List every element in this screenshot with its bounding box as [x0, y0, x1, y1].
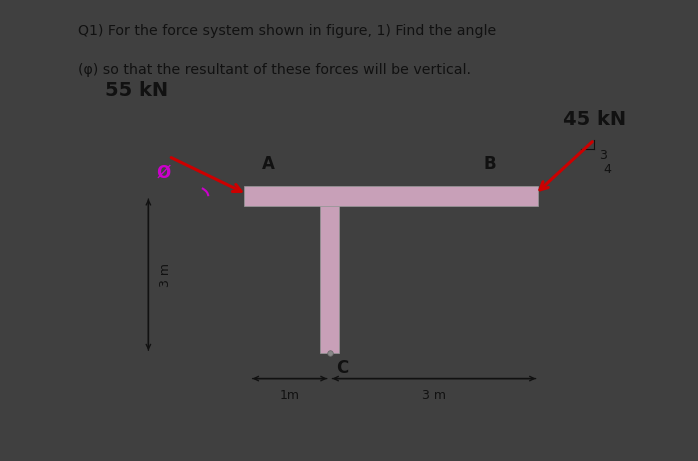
Text: C: C [336, 360, 348, 378]
Bar [244, 186, 538, 207]
Text: 3: 3 [600, 149, 607, 162]
Text: 45 kN: 45 kN [563, 110, 626, 129]
Text: 3 m: 3 m [422, 389, 446, 402]
Text: 1m: 1m [280, 389, 299, 402]
Text: A: A [262, 155, 275, 173]
Bar [320, 207, 339, 353]
Text: 3 m: 3 m [159, 263, 172, 287]
Text: 4: 4 [604, 163, 611, 176]
Text: Ø: Ø [156, 163, 171, 181]
Text: Q1) For the force system shown in figure, 1) Find the angle: Q1) For the force system shown in figure… [77, 24, 496, 38]
Text: (φ) so that the resultant of these forces will be vertical.: (φ) so that the resultant of these force… [77, 63, 470, 77]
Text: 55 kN: 55 kN [105, 81, 168, 100]
Text: B: B [483, 155, 496, 173]
